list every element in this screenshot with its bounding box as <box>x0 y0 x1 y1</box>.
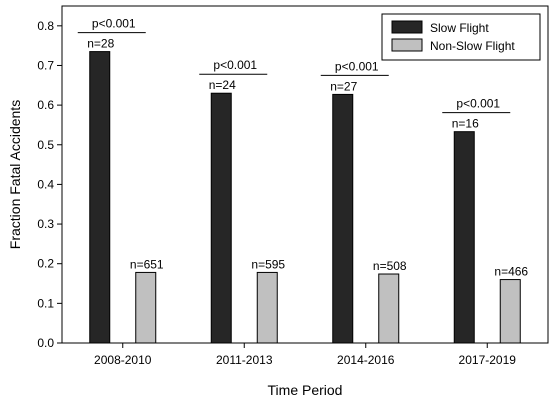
y-axis-label: Fraction Fatal Accidents <box>7 100 23 249</box>
bar-label-slow-flight: n=24 <box>209 78 236 92</box>
y-tick-label: 0.7 <box>37 58 54 72</box>
bar-label-slow-flight: n=27 <box>330 79 357 93</box>
y-tick-label: 0.2 <box>37 257 54 271</box>
y-tick-label: 0.8 <box>37 19 54 33</box>
legend-swatch <box>391 38 423 52</box>
bar-label-non-slow-flight: n=595 <box>251 257 285 271</box>
y-tick-label: 0.3 <box>37 217 54 231</box>
bar-slow-flight <box>210 92 232 344</box>
p-value-label: p<0.001 <box>213 58 257 72</box>
p-value-label: p<0.001 <box>92 17 136 31</box>
bar-label-slow-flight: n=28 <box>87 37 114 51</box>
bar-non-slow-flight <box>499 279 521 344</box>
y-tick-label: 0.5 <box>37 138 54 152</box>
p-value-label: p<0.001 <box>335 59 379 73</box>
bar-slow-flight <box>89 51 111 344</box>
bar-label-non-slow-flight: n=508 <box>373 259 407 273</box>
bar-non-slow-flight <box>378 273 400 344</box>
y-tick-label: 0.6 <box>37 98 54 112</box>
p-value-label: p<0.001 <box>456 97 500 111</box>
bar-slow-flight <box>453 131 475 344</box>
legend-label: Slow Flight <box>430 21 489 35</box>
legend-box <box>381 13 541 61</box>
x-axis-label: Time Period <box>268 382 343 398</box>
bar-slow-flight <box>332 93 354 344</box>
bar-non-slow-flight <box>256 271 278 344</box>
legend-swatch <box>391 20 423 34</box>
bar-label-slow-flight: n=16 <box>452 117 479 131</box>
x-tick-label: 2017-2019 <box>459 353 517 367</box>
x-tick-label: 2014-2016 <box>337 353 395 367</box>
x-tick-label: 2011-2013 <box>216 353 273 367</box>
x-tick-label: 2008-2010 <box>94 353 152 367</box>
legend-label: Non-Slow Flight <box>430 39 515 53</box>
y-tick-label: 0.0 <box>37 336 54 350</box>
plot-frame <box>61 5 549 344</box>
bar-label-non-slow-flight: n=651 <box>130 257 164 271</box>
bar-non-slow-flight <box>135 271 157 344</box>
y-tick-label: 0.1 <box>37 296 54 310</box>
bar-label-non-slow-flight: n=466 <box>494 265 528 279</box>
y-tick-label: 0.4 <box>37 177 54 191</box>
